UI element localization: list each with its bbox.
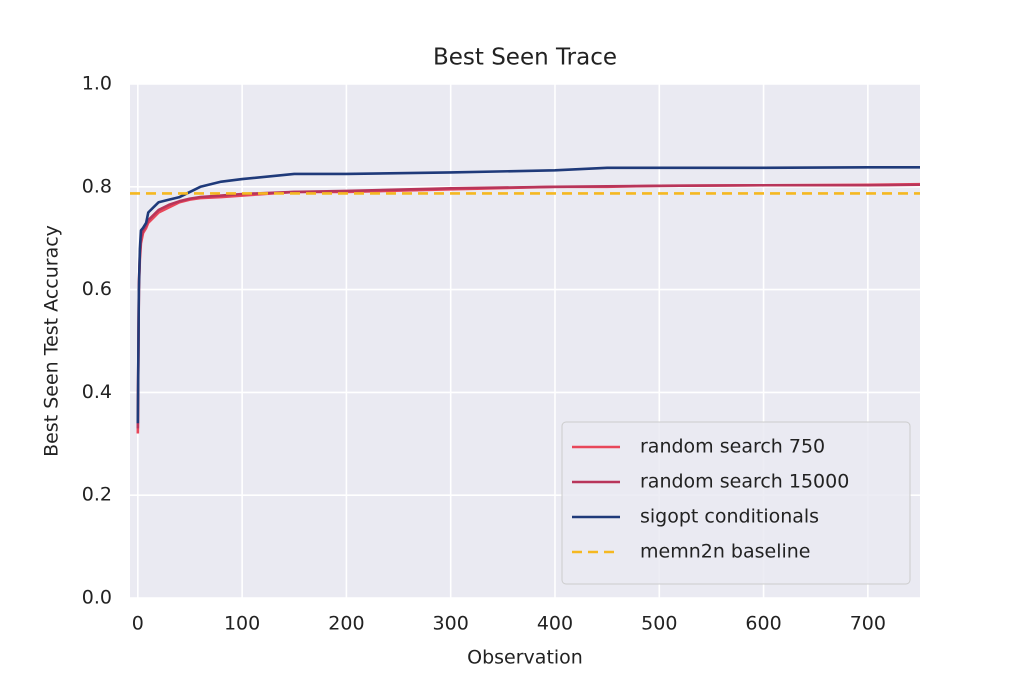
x-axis-label: Observation [467,647,583,669]
y-tick-label: 0.4 [82,381,112,403]
legend-label: random search 15000 [640,471,849,493]
series-line [136,165,920,424]
y-tick-label: 0.2 [82,484,112,506]
y-tick-label: 0.6 [82,278,112,300]
x-tick-label: 200 [328,613,364,635]
legend-box [561,421,911,585]
legend: random search 750 random search 15000 sigo… [561,421,911,585]
x-tick-label: 100 [224,613,260,635]
x-tick-label: 500 [641,613,677,635]
y-axis-label: Best Seen Test Accuracy [41,225,63,457]
series-line [136,183,921,429]
y-tick-label: 1.0 [82,73,112,95]
y-tick-label: 0.8 [82,175,112,197]
chart-title: Best Seen Trace [433,45,617,71]
x-tick-label: 0 [132,613,144,635]
x-tick-label: 300 [433,613,469,635]
legend-label: random search 750 [640,436,825,458]
legend-label: sigopt conditionals [640,506,819,528]
x-tick-label: 700 [850,613,886,635]
y-tick-label: 0.0 [82,587,112,609]
legend-label: memn2n baseline [640,541,811,563]
x-tick-label: 600 [745,613,781,635]
x-tick-label: 400 [537,613,573,635]
